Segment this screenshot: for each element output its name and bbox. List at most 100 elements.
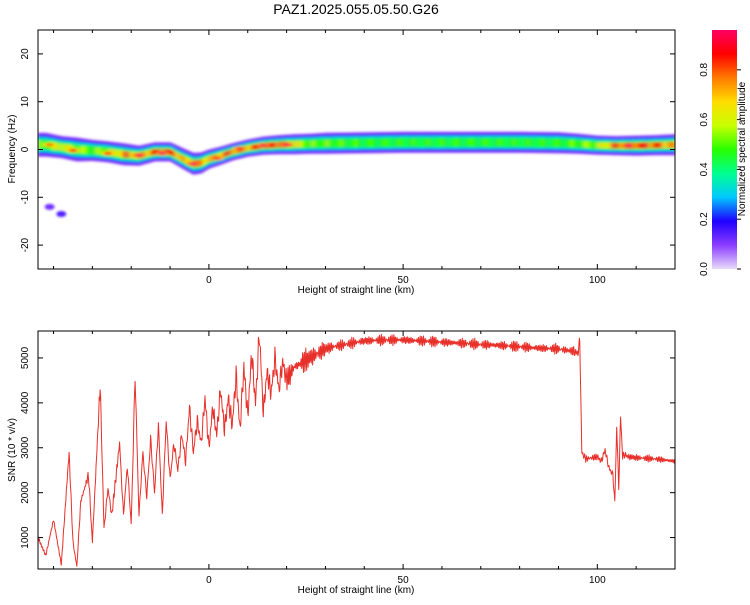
spectrogram-cell: [395, 139, 398, 146]
spectrogram-cell: [78, 146, 82, 154]
spectrogram-cell: [276, 141, 280, 148]
spectrogram-cell: [667, 141, 670, 148]
spectrogram-blob: [56, 211, 67, 218]
spectrogram-cell: [39, 141, 43, 149]
spectrogram-cell: [393, 139, 396, 146]
spectrogram-cell: [665, 141, 668, 149]
spectrogram-cell: [457, 139, 461, 146]
spectrogram-y-tick-label: -10: [20, 190, 31, 205]
spectrogram-cell: [55, 142, 59, 150]
spectrogram-hotspot-core: [189, 162, 198, 166]
spectrogram-cell: [451, 139, 455, 146]
spectrogram-cell: [535, 139, 538, 146]
spectrogram-cell: [152, 149, 156, 156]
spectrogram-cell: [372, 139, 375, 146]
spectrogram-cell: [550, 139, 554, 146]
spectrogram-cell: [323, 140, 327, 147]
spectrogram-ticks: 0 50 100 -20 -10 0 10 20: [20, 30, 676, 286]
spectrogram-cell: [478, 139, 482, 146]
spectrogram-cell: [271, 142, 274, 148]
spectrogram-cell: [440, 139, 443, 146]
spectrogram-cell: [199, 159, 202, 167]
spectrogram-cell: [410, 139, 414, 146]
spectrogram-cell: [449, 139, 453, 146]
spectrogram-cell: [38, 141, 41, 149]
spectrogram-y-tick-label: -20: [20, 237, 31, 252]
spectrogram-cell: [309, 140, 313, 147]
spectrogram-cell: [506, 139, 509, 146]
spectrogram-cell: [511, 139, 515, 146]
spectrogram-cell: [218, 153, 222, 159]
spectrogram-cell: [230, 149, 233, 155]
spectrogram-cell: [362, 139, 365, 146]
spectrogram-cell: [562, 139, 565, 147]
spectrogram-cell: [148, 150, 152, 156]
spectrogram-cell: [593, 142, 596, 148]
spectrogram-cell: [575, 140, 579, 147]
spectrogram-cell: [515, 139, 519, 146]
spectrogram-cell: [129, 151, 132, 159]
colorbar-tick-label: 0.2: [699, 212, 710, 226]
spectrogram-cell: [245, 145, 249, 151]
spectrogram-cell: [661, 141, 664, 149]
spectrogram-cell: [496, 139, 499, 146]
spectrogram-cell: [601, 142, 604, 149]
spectrogram-cell: [269, 142, 272, 149]
spectrogram-cell: [82, 146, 86, 154]
spectrogram-cell: [115, 149, 119, 157]
spectrogram-cell: [366, 139, 369, 146]
spectrogram-cell: [387, 139, 391, 146]
spectrogram-cell: [170, 149, 173, 156]
spectrogram-cell: [379, 139, 383, 146]
spectrogram-cell: [333, 140, 336, 147]
spectrogram-cell: [581, 141, 585, 148]
spectrogram-cell: [414, 139, 418, 146]
spectrogram-cell: [274, 142, 278, 148]
spectrogram-cell: [465, 139, 468, 146]
spectrogram-cell: [517, 139, 521, 146]
spectrogram-cell: [671, 141, 674, 148]
spectrogram-cell: [486, 139, 490, 146]
spectrogram-cell: [612, 142, 616, 149]
spectrogram-cell: [127, 151, 130, 158]
spectrogram-cell: [455, 139, 459, 146]
spectrogram-cell: [352, 139, 356, 147]
spectrogram-cell: [504, 139, 507, 146]
spectrogram-cell: [383, 139, 387, 146]
spectrogram-cell: [300, 141, 303, 148]
spectrogram-hotspot-core: [259, 143, 268, 147]
spectrogram-cell: [102, 148, 105, 155]
colorbar-tick-label: 0.6: [699, 112, 710, 126]
spectrogram-cell: [548, 139, 552, 146]
spectrogram-cell: [401, 139, 404, 146]
spectrogram-cell: [232, 149, 235, 155]
spectrogram-cell: [519, 139, 523, 146]
spectrogram-cell: [294, 141, 297, 148]
spectrogram-cell: [546, 139, 550, 146]
spectrogram-y-tick-label: 20: [20, 48, 31, 60]
spectrogram-cell: [583, 141, 587, 148]
spectrogram-cell: [203, 158, 206, 165]
spectrogram-cell: [337, 139, 340, 147]
spectrogram-cell: [527, 139, 530, 146]
spectrogram-cell: [325, 140, 328, 147]
snr-x-axis-label: Height of straight line (km): [298, 585, 415, 596]
spectrogram-cell: [556, 139, 560, 146]
spectrogram-cell: [67, 144, 70, 152]
spectrogram-cell: [298, 141, 301, 148]
spectrogram-cell: [641, 142, 645, 149]
spectrogram-cell: [531, 139, 534, 146]
spectrogram-cell: [471, 139, 474, 146]
spectrogram-cell: [634, 142, 637, 149]
spectrogram-cell: [306, 140, 309, 147]
spectrogram-hotspot-core: [212, 156, 221, 160]
spectrogram-cell: [445, 139, 449, 146]
spectrogram-cell: [302, 140, 305, 147]
spectrogram-cell: [63, 144, 66, 151]
spectrogram-cell: [234, 148, 237, 154]
spectrogram-cell: [572, 140, 575, 147]
spectrogram-cell: [100, 148, 103, 155]
snr-y-tick-label: 1000: [20, 526, 31, 549]
spectrogram-cell: [226, 150, 229, 157]
spectrogram-cell: [568, 140, 571, 147]
